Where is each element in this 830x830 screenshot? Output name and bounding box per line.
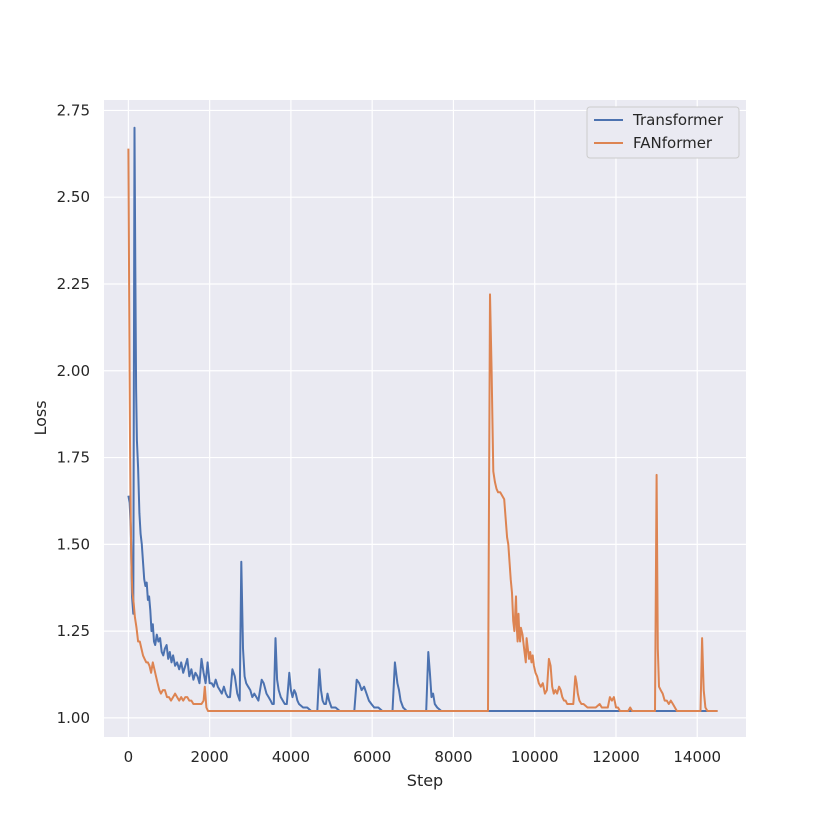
legend: Transformer FANformer: [586, 106, 740, 159]
y-tick-label: 1.00: [57, 709, 90, 727]
x-tick-label: 8000: [434, 748, 472, 766]
y-tick-label: 1.50: [57, 535, 90, 553]
plot-background: [104, 100, 746, 737]
x-axis-label: Step: [407, 771, 443, 790]
x-tick-label: 6000: [353, 748, 391, 766]
legend-label-transformer: Transformer: [632, 111, 724, 129]
legend-label-fanformer: FANformer: [633, 134, 713, 152]
y-tick-label: 2.00: [57, 362, 90, 380]
x-tick-label: 0: [124, 748, 134, 766]
y-tick-label: 1.75: [57, 449, 90, 467]
tick-labels: 0 2000 4000 6000 8000 10000 12000 14000 1.00 1.25…: [57, 101, 722, 766]
y-tick-label: 1.25: [57, 622, 90, 640]
y-tick-label: 2.25: [57, 275, 90, 293]
x-tick-label: 2000: [191, 748, 229, 766]
series-line-fanformer: [127, 148, 718, 712]
x-tick-label: 10000: [511, 748, 559, 766]
x-tick-label: 4000: [272, 748, 310, 766]
x-tick-label: 12000: [592, 748, 640, 766]
x-tick-label: 14000: [673, 748, 721, 766]
series-lines: [127, 126, 718, 712]
legend-box: [586, 106, 740, 159]
grid-lines: [104, 100, 746, 737]
y-axis-label: Loss: [31, 400, 50, 435]
y-tick-label: 2.75: [57, 101, 90, 119]
y-tick-label: 2.50: [57, 188, 90, 206]
